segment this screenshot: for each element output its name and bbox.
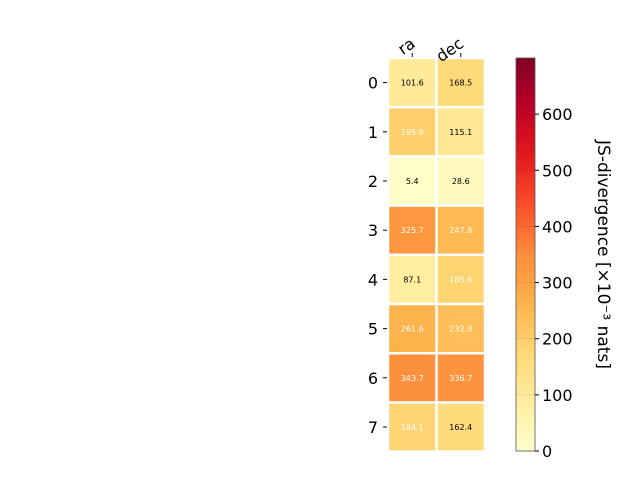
heatmap-cell (437, 157, 484, 205)
heatmap-cell (389, 354, 436, 402)
heatmap-cell (437, 256, 484, 303)
row-tick-label: 2 (368, 172, 378, 191)
row-tick-label: 3 (368, 221, 378, 240)
cell-value-label: 162.4 (449, 423, 472, 432)
heatmap-cell (437, 305, 484, 352)
colorbar-tick-label: 600 (542, 105, 573, 124)
row-tick-label: 6 (368, 369, 378, 388)
colorbar-tick-label: 100 (542, 386, 573, 405)
cell-value-label: 168.5 (449, 79, 472, 88)
cell-value-label: 101.6 (401, 79, 424, 88)
cell-value-label: 184.1 (401, 423, 424, 432)
cell-value-label: 195.9 (401, 128, 424, 137)
column-tick-label: ra (394, 34, 418, 59)
heatmap-cell (437, 108, 484, 156)
heatmap-cell (389, 59, 436, 106)
cell-value-label: 5.4 (406, 177, 419, 186)
heatmap-cell (389, 206, 436, 254)
heatmap-cell (437, 206, 484, 254)
cell-value-labels: 101.6 168.5 195.9 115.1 5.4 28.6 325.7 247.8 87.… (401, 79, 472, 432)
heatmap-cell (389, 403, 436, 451)
colorbar-tick-label: 200 (542, 330, 573, 349)
row-tick-label: 1 (368, 123, 378, 142)
row-tick-label: 7 (368, 418, 378, 437)
row-tick-label: 4 (368, 270, 378, 289)
cell-value-label: 232.3 (449, 325, 472, 334)
cell-value-label: 325.7 (401, 226, 424, 235)
colorbar-label: JS-divergence [×10⁻³ nats] (593, 139, 613, 369)
cell-value-label: 185.6 (449, 275, 472, 284)
cell-value-label: 343.7 (401, 374, 424, 383)
cell-value-label: 115.1 (449, 128, 472, 137)
cell-value-label: 87.1 (403, 275, 421, 284)
heatmap-cell (389, 305, 436, 352)
heatmap-cell (437, 59, 484, 106)
heatmap-cell (437, 403, 484, 451)
row-tick-labels: 0 1 2 3 4 5 6 7 (368, 74, 387, 437)
heatmap-cell (437, 354, 484, 402)
row-tick-label: 5 (368, 320, 378, 339)
colorbar: 0 100 200 300 400 500 600 (515, 57, 573, 461)
cell-value-label: 336.7 (449, 374, 472, 383)
colorbar-gradient (515, 57, 536, 452)
colorbar-tick-label: 300 (542, 274, 573, 293)
heatmap-cell (389, 108, 436, 156)
cell-value-label: 28.6 (452, 177, 470, 186)
colorbar-tick-label: 500 (542, 161, 573, 180)
cell-value-label: 247.8 (449, 226, 472, 235)
colorbar-tick-label: 0 (542, 442, 552, 461)
heatmap-cell (389, 256, 436, 303)
colorbar-tick-label: 400 (542, 217, 573, 236)
row-tick-label: 0 (368, 74, 378, 93)
cell-value-label: 261.6 (401, 325, 424, 334)
heatmap-cells (389, 59, 484, 451)
heatmap-cell (389, 157, 436, 205)
